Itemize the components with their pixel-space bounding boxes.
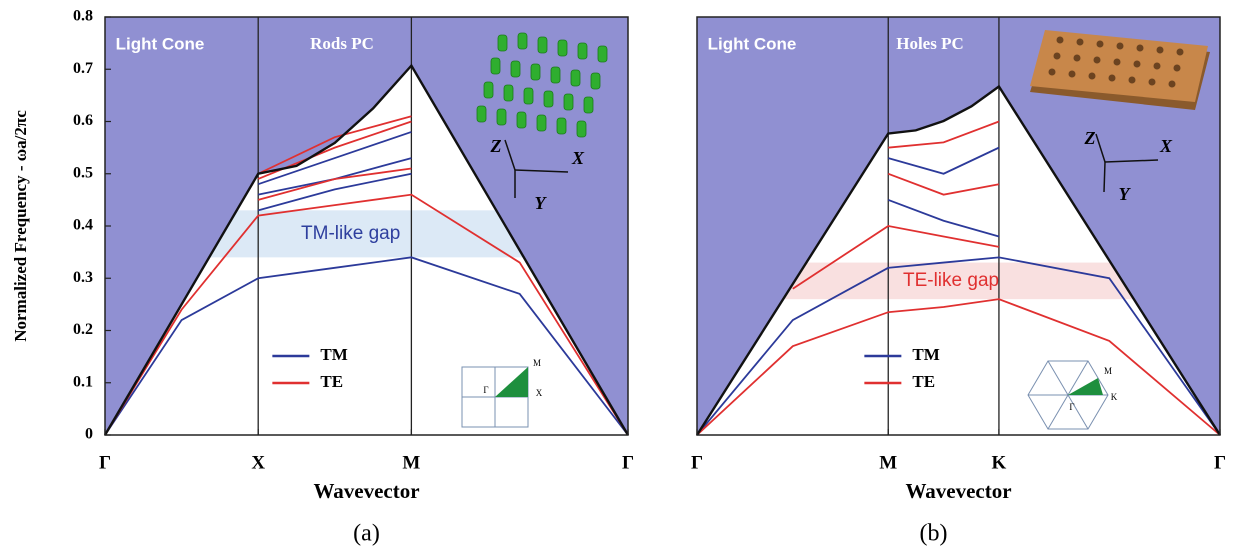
inset-label: M [1104,366,1112,376]
inset-label: X [536,388,543,398]
region-label: Rods PC [310,34,374,53]
x-tick-label: Γ [99,452,111,473]
x-tick-label: M [402,452,420,473]
figure: TM-like gap 0 0.1 0.2 0.3 0.4 0.5 0.6 0.7 0.8 Γ X M Γ… [0,0,1238,554]
y-tick-label: 0 [85,426,93,443]
x-tick-label: Γ [1214,452,1226,473]
y-tick-label: 0.4 [73,217,93,234]
legend-label: TM [912,345,939,364]
inset-label: Z [1084,128,1096,148]
band [258,169,411,200]
x-tick-label: K [992,452,1007,473]
panel-label: (b) [920,521,948,547]
band [888,200,999,237]
y-tick-label: 0.5 [73,164,93,181]
legend-label: TE [912,372,935,391]
panel-label: (a) [353,521,380,547]
inset-label: Γ [1069,402,1074,412]
x-tick-label: M [879,452,897,473]
band [697,299,1220,435]
inset-label: Z [490,136,502,156]
y-tick-label: 0.2 [73,321,93,338]
legend-label: TM [320,345,347,364]
x-tick-label: Γ [691,452,703,473]
y-tick-label: 0.6 [73,112,93,129]
legend-label: TE [320,372,343,391]
x-tick-label: X [251,452,265,473]
inset-label: M [533,358,541,368]
y-tick-label: 0.1 [73,373,93,390]
region-label: Light Cone [708,34,797,53]
inset-label: X [571,148,585,168]
brillouin-zone-b [1028,361,1108,429]
x-axis-label: Wavevector [905,479,1011,503]
inset-label: K [1111,392,1118,402]
inset-label: X [1159,136,1173,156]
gap-label: TE-like gap [903,270,999,291]
brillouin-zone-a [462,367,528,427]
y-tick-label: 0.8 [73,8,93,25]
gap-label: TM-like gap [301,223,400,244]
inset-label: Γ [483,385,488,395]
band [888,148,999,174]
region-label: Holes PC [896,34,964,53]
y-axis-label: Normalized Frequency - ωa/2πc [11,110,30,342]
region-label: Light Cone [116,34,205,53]
x-tick-label: Γ [622,452,634,473]
x-axis-label: Wavevector [313,479,419,503]
y-tick-label: 0.7 [73,60,93,77]
y-tick-label: 0.3 [73,269,93,286]
band [888,174,999,195]
